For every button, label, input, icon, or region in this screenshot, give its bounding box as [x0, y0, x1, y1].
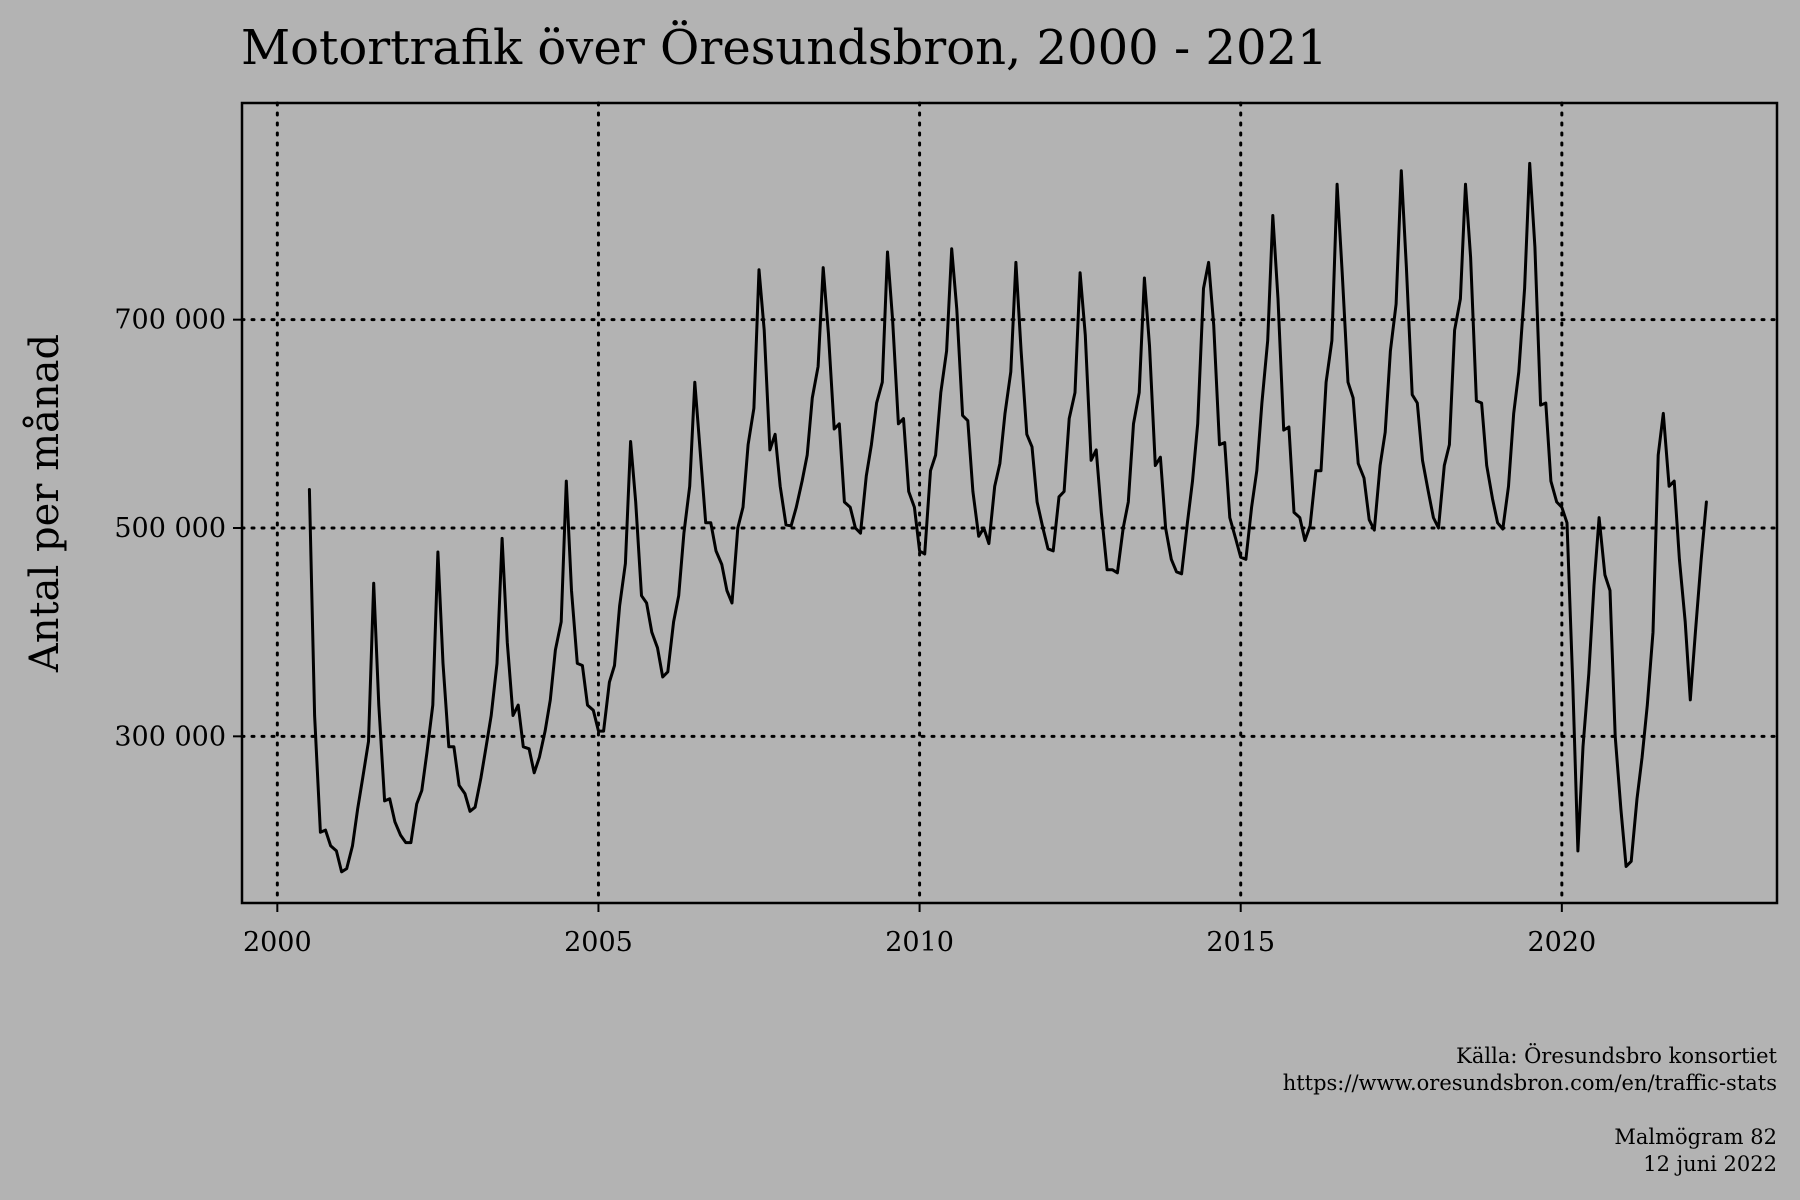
source-url: https://www.oresundsbron.com/en/traffic-… [1283, 1071, 1777, 1095]
series-line-0 [307, 161, 1708, 874]
y-tick-label-300000: 300 000 [114, 721, 226, 752]
series-group [307, 161, 1708, 874]
x-tick-label-2005: 2005 [564, 927, 633, 958]
axes: 2000 2005 2010 2015 2020 300 000 500 000 700 00… [114, 305, 1596, 958]
footer-publication: Malmögram 82 [1614, 1125, 1777, 1149]
chart-title: Motortrafik över Öresundsbron, 2000 - 20… [241, 19, 1328, 76]
y-tick-label-700000: 700 000 [114, 305, 226, 336]
x-tick-label-2020: 2020 [1527, 927, 1596, 958]
grid [240, 101, 1779, 905]
x-tick-label-2015: 2015 [1206, 927, 1275, 958]
source-credit: Källa: Öresundsbro konsortiet [1456, 1043, 1777, 1068]
x-tick-label-2010: 2010 [885, 927, 954, 958]
y-axis-label: Antal per månad [22, 334, 68, 673]
y-tick-label-500000: 500 000 [114, 513, 226, 544]
x-tick-label-2000: 2000 [243, 927, 312, 958]
footer-date: 12 juni 2022 [1643, 1152, 1777, 1176]
plot-frame [240, 101, 1779, 905]
